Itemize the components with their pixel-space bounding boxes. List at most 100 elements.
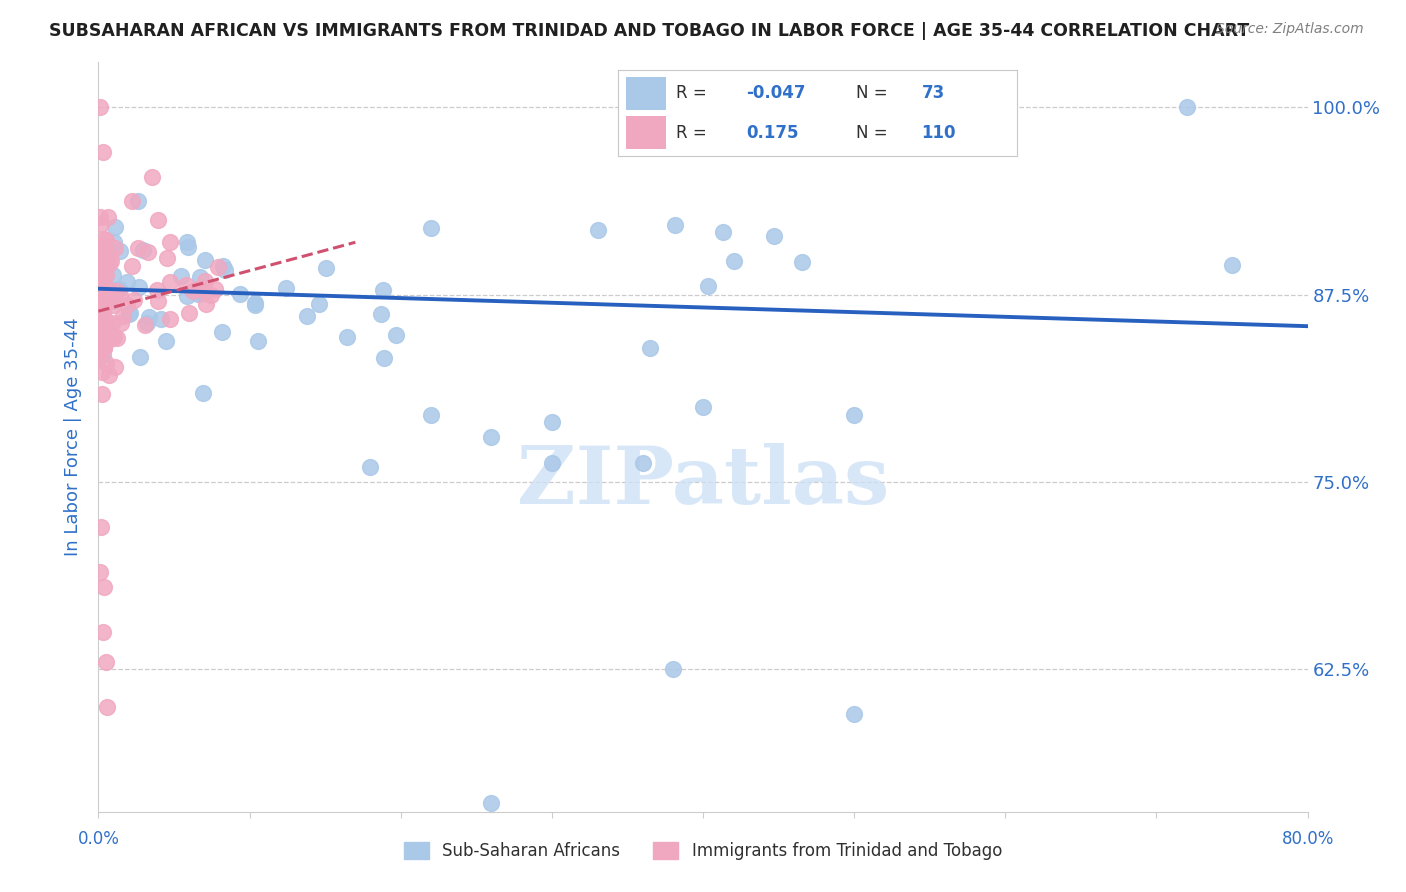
Point	[214, 263, 236, 277]
Point	[101, 298, 124, 312]
Point	[93, 323, 115, 337]
Point	[96, 356, 118, 370]
Point	[762, 229, 785, 244]
Point	[96, 325, 118, 339]
Point	[176, 240, 198, 254]
Point	[187, 282, 209, 296]
Point	[91, 278, 114, 293]
Point	[159, 235, 181, 249]
Point	[97, 254, 120, 268]
Point	[101, 293, 124, 308]
Point	[146, 283, 169, 297]
Point	[91, 327, 114, 342]
Point	[156, 251, 179, 265]
Point	[661, 662, 683, 676]
Point	[94, 291, 117, 305]
Point	[97, 210, 120, 224]
Point	[107, 284, 129, 298]
Point	[91, 274, 114, 288]
Point	[664, 219, 686, 233]
Point	[245, 296, 267, 310]
Point	[315, 261, 337, 276]
Point	[103, 330, 125, 344]
Point	[174, 277, 197, 292]
Point	[181, 285, 204, 299]
Legend: Sub-Saharan Africans, Immigrants from Trinidad and Tobago: Sub-Saharan Africans, Immigrants from Tr…	[396, 836, 1010, 867]
Point	[540, 415, 562, 429]
Point	[188, 281, 211, 295]
Point	[91, 239, 114, 253]
Point	[105, 331, 128, 345]
Text: 0.0%: 0.0%	[77, 830, 120, 847]
Point	[108, 244, 131, 259]
Point	[295, 309, 318, 323]
Point	[89, 314, 111, 328]
Point	[588, 223, 610, 237]
Point	[420, 408, 443, 422]
Point	[792, 255, 814, 269]
Point	[93, 260, 115, 274]
Point	[141, 169, 163, 184]
Point	[90, 342, 112, 356]
Point	[98, 249, 121, 263]
Point	[170, 268, 193, 283]
Point	[89, 349, 111, 363]
Point	[91, 624, 114, 639]
Point	[188, 270, 211, 285]
Point	[93, 293, 115, 308]
Point	[159, 311, 181, 326]
Point	[697, 279, 720, 293]
Point	[159, 275, 181, 289]
Point	[90, 295, 112, 310]
Point	[90, 280, 112, 294]
Point	[89, 278, 111, 293]
Point	[97, 330, 120, 344]
Point	[87, 284, 110, 298]
Point	[138, 310, 160, 324]
Point	[89, 565, 111, 579]
Point	[90, 365, 112, 379]
Point	[127, 242, 149, 256]
Point	[104, 241, 127, 255]
Point	[89, 305, 111, 319]
Point	[100, 317, 122, 331]
Text: ZIPatlas: ZIPatlas	[517, 443, 889, 521]
Point	[122, 293, 145, 307]
Point	[373, 351, 395, 365]
Point	[336, 330, 359, 344]
Point	[176, 235, 198, 250]
Point	[90, 301, 112, 316]
Point	[1220, 258, 1243, 272]
Point	[89, 259, 111, 273]
Point	[100, 253, 122, 268]
Point	[94, 233, 117, 247]
Point	[108, 288, 131, 302]
Point	[90, 217, 112, 231]
Point	[194, 252, 217, 267]
Point	[87, 297, 110, 311]
Point	[90, 520, 112, 534]
Point	[91, 302, 114, 317]
Point	[91, 258, 114, 272]
Point	[371, 283, 394, 297]
Point	[360, 460, 382, 475]
Point	[115, 297, 138, 311]
Point	[91, 299, 114, 313]
Point	[89, 211, 111, 225]
Point	[211, 325, 233, 339]
Point	[93, 232, 115, 246]
Point	[93, 288, 115, 302]
Point	[93, 341, 115, 355]
Text: SUBSAHARAN AFRICAN VS IMMIGRANTS FROM TRINIDAD AND TOBAGO IN LABOR FORCE | AGE 3: SUBSAHARAN AFRICAN VS IMMIGRANTS FROM TR…	[49, 22, 1250, 40]
Point	[711, 226, 734, 240]
Point	[640, 341, 662, 355]
Point	[132, 243, 155, 257]
Point	[540, 456, 562, 470]
Point	[370, 307, 392, 321]
Point	[89, 346, 111, 360]
Point	[90, 279, 112, 293]
Point	[212, 259, 235, 273]
Point	[87, 319, 110, 334]
Point	[118, 307, 141, 321]
Point	[97, 331, 120, 345]
